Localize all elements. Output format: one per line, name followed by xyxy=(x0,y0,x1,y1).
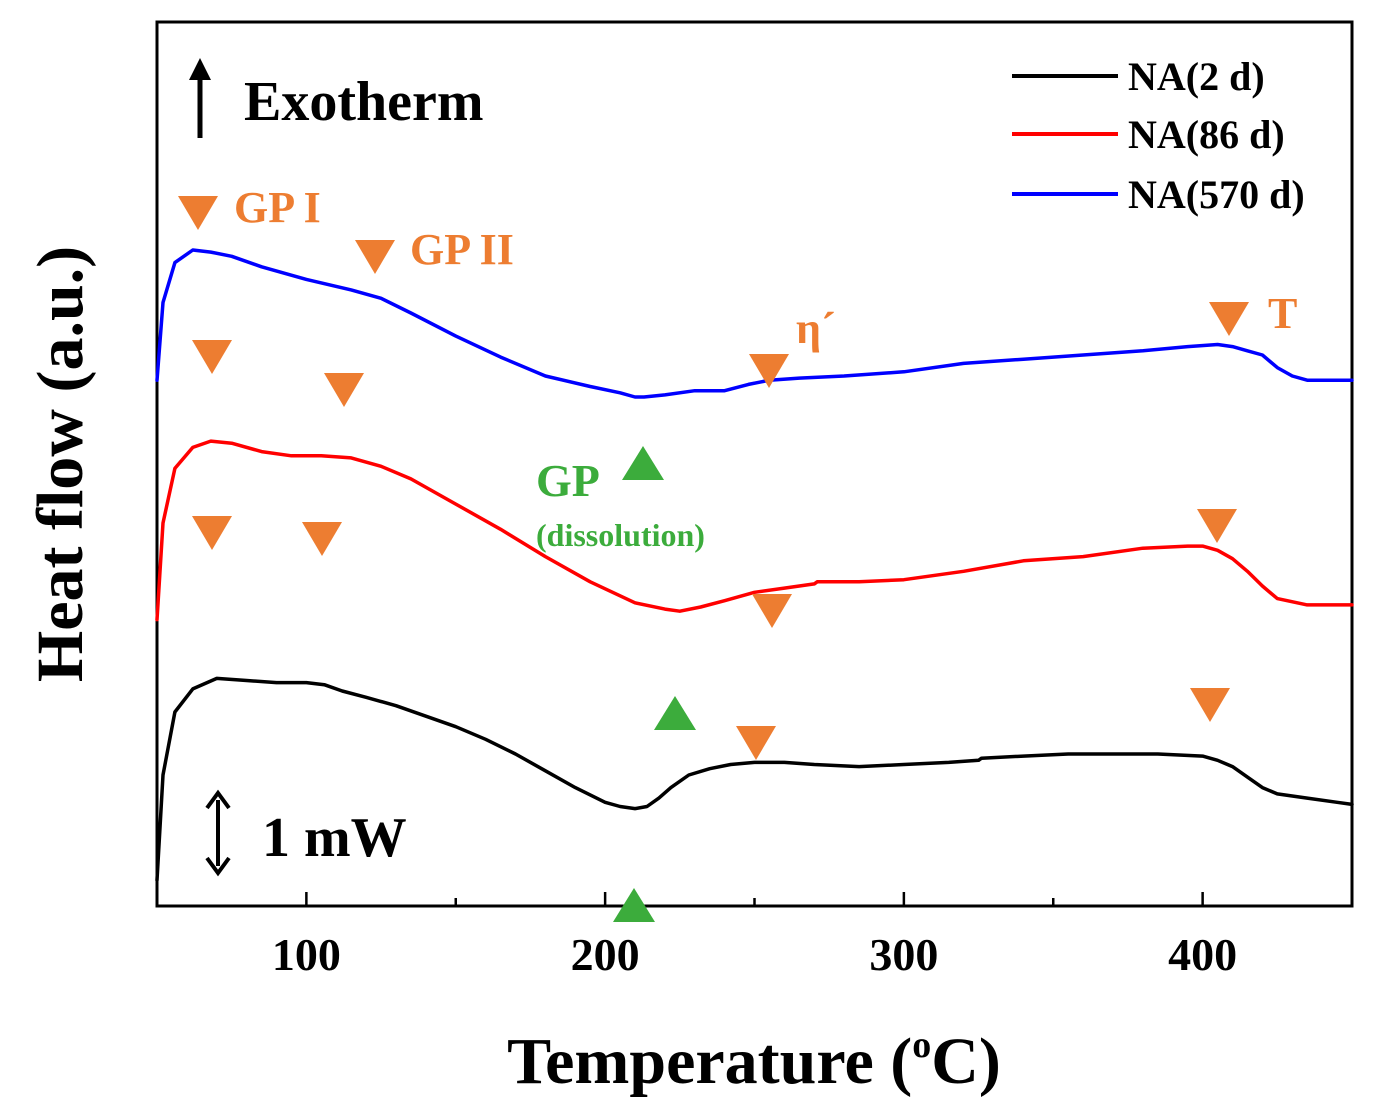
x-axis-title-sup: o xyxy=(912,1024,931,1066)
exotherm-label: Exotherm xyxy=(244,71,484,133)
legend: NA(2 d) NA(86 d) NA(570 d) xyxy=(1012,54,1305,217)
label-gp-dissolution: GP xyxy=(536,455,600,506)
label-gp-ii: GP II xyxy=(410,225,514,274)
legend-label-na-86d: NA(86 d) xyxy=(1128,112,1285,157)
label-eta-prime: η´ xyxy=(796,304,836,353)
x-axis-ticks: 100 200 300 400 xyxy=(155,892,1354,980)
x-tick-label: 300 xyxy=(869,929,938,980)
marker-eta-red xyxy=(752,594,792,628)
peak-markers xyxy=(178,196,1249,922)
marker-gp-i-blue xyxy=(178,196,218,230)
x-axis-title-tail: C) xyxy=(931,1025,1001,1098)
legend-label-na-570d: NA(570 d) xyxy=(1128,172,1305,217)
x-tick-label: 100 xyxy=(272,929,341,980)
marker-t-blue xyxy=(1209,302,1249,336)
label-gp-i: GP I xyxy=(234,183,321,232)
x-tick-label: 400 xyxy=(1168,929,1237,980)
marker-gp-ii-black xyxy=(302,522,342,556)
marker-gp-ii-blue xyxy=(355,240,395,274)
marker-eta-black xyxy=(736,726,776,760)
x-axis-title: Temperature (oC) xyxy=(507,1024,1001,1098)
exotherm-arrow-icon xyxy=(189,58,211,138)
marker-eta-blue xyxy=(749,354,789,388)
x-axis-title-main: Temperature ( xyxy=(507,1025,912,1098)
series-line-na-2d xyxy=(155,676,1354,882)
label-dissolution: (dissolution) xyxy=(536,517,705,553)
series-line-na-570d xyxy=(155,248,1354,399)
x-tick-label: 200 xyxy=(571,929,640,980)
marker-gp-dissolution-red xyxy=(654,696,696,730)
y-axis-title: Heat flow (a.u.) xyxy=(24,246,97,682)
marker-gp-i-black xyxy=(192,516,232,550)
marker-t-black xyxy=(1190,688,1230,722)
scale-label: 1 mW xyxy=(262,807,407,869)
scale-double-arrow-icon xyxy=(205,789,231,877)
series-lines xyxy=(155,248,1354,882)
legend-label-na-2d: NA(2 d) xyxy=(1128,54,1265,99)
label-t: T xyxy=(1268,289,1297,338)
marker-gp-dissolution-black xyxy=(613,888,655,922)
marker-gp-i-red xyxy=(192,340,232,374)
series-line-na-86d xyxy=(155,439,1354,622)
marker-t-red xyxy=(1197,509,1237,543)
marker-gp-ii-red xyxy=(324,373,364,407)
marker-gp-dissolution-blue xyxy=(622,446,664,480)
